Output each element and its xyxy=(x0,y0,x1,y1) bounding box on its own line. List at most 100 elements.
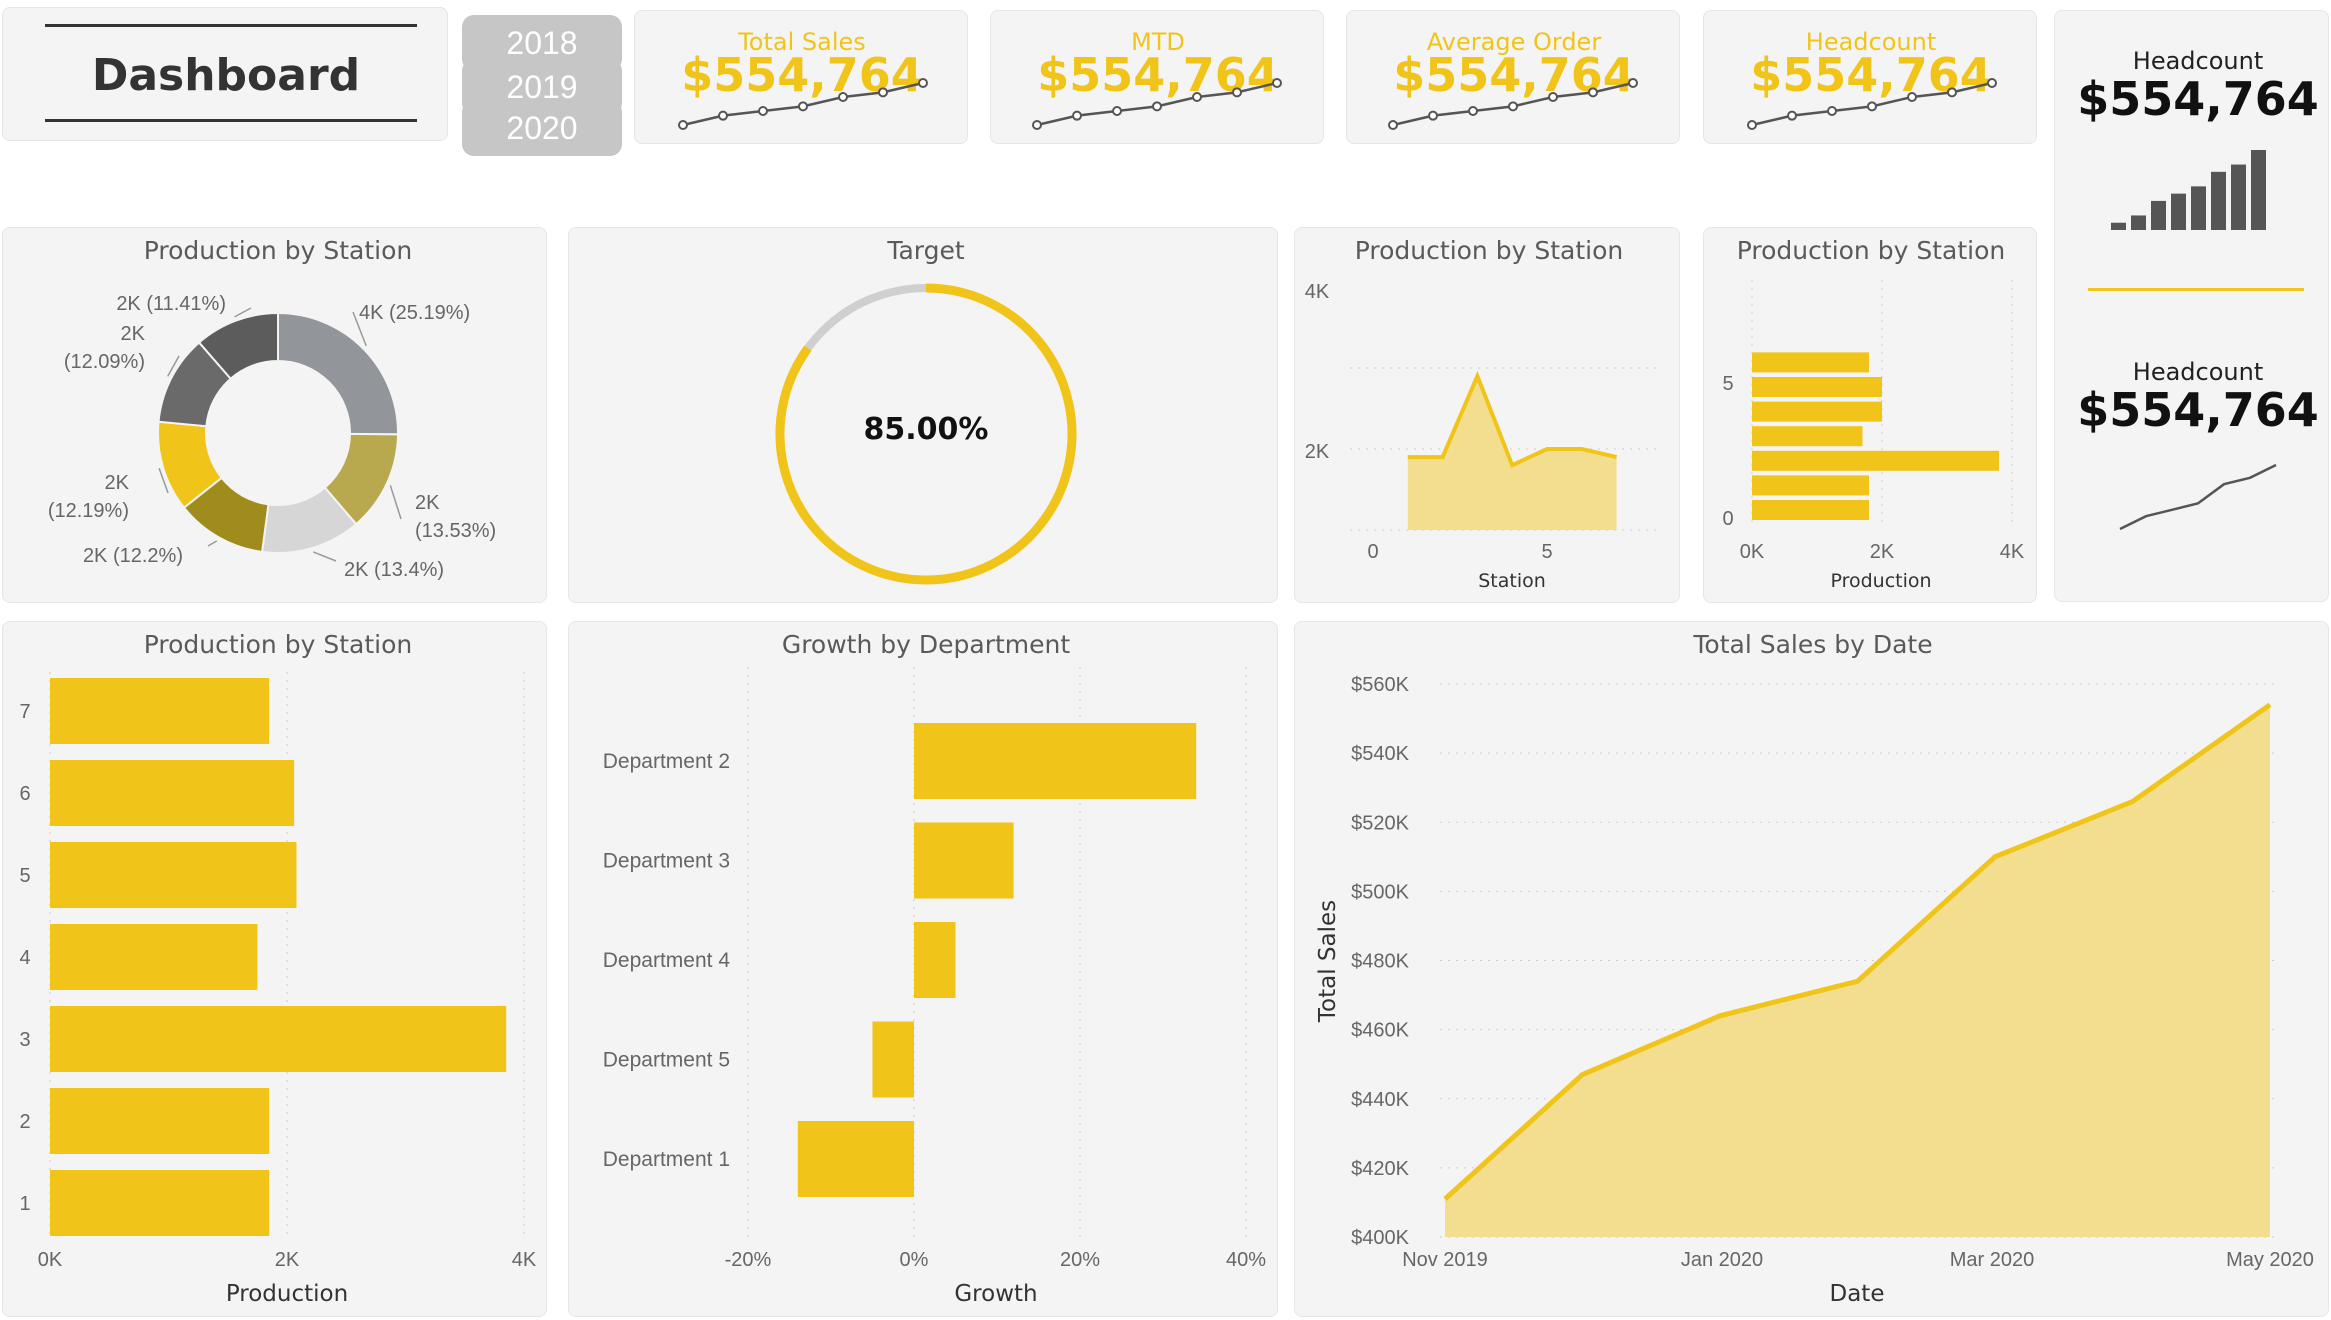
x-axis-label: Growth xyxy=(954,1281,1037,1307)
bar xyxy=(1752,500,1869,520)
x-tick: Nov 2019 xyxy=(1402,1249,1488,1271)
chart-title: Growth by Department xyxy=(782,630,1071,659)
bar-chart-large: 1 2 3 4 5 6 7 xyxy=(19,672,525,1239)
y-tick: 3 xyxy=(19,1029,30,1051)
mini-column xyxy=(2131,215,2146,230)
area-chart-small-card: Production by Station 4K 2K 0 5 Station xyxy=(1294,227,1680,603)
x-tick: 0K xyxy=(1740,541,1765,563)
bar xyxy=(1752,475,1869,496)
x-axis-label: Production xyxy=(226,1281,348,1307)
side-kpi-divider xyxy=(2088,288,2304,291)
side-kpi-value: $554,764 xyxy=(2077,72,2319,126)
sparkline-point xyxy=(758,106,768,116)
donut-slice-label: 2K (13.4%) xyxy=(344,559,444,581)
mini-column xyxy=(2231,164,2246,230)
donut-slice-label: 2K (12.09%) xyxy=(64,323,146,373)
bar-chart-small-card: Production by Station 5 0 0K 2K 4K Produ… xyxy=(1703,227,2037,603)
area-chart-small xyxy=(1350,367,1660,531)
sparkline-point xyxy=(798,101,808,112)
y-tick: $540K xyxy=(1351,743,1409,765)
bar xyxy=(1752,450,1999,471)
bar xyxy=(1752,352,1869,373)
bar xyxy=(914,822,1014,899)
y-tick: Department 3 xyxy=(603,850,730,873)
bar xyxy=(1752,377,1882,397)
donut-slice xyxy=(197,311,279,381)
donut-leader-line xyxy=(234,307,252,318)
y-tick: 5 xyxy=(1722,373,1733,395)
sparkline-point xyxy=(1947,87,1957,98)
chart-title: Total Sales by Date xyxy=(1692,630,1932,659)
sparkline-point xyxy=(1072,110,1082,121)
sparkline-point xyxy=(1548,92,1558,102)
kpi-title: Total Sales xyxy=(737,28,866,56)
title-rule-bottom xyxy=(45,119,417,122)
x-tick: -20% xyxy=(725,1249,772,1271)
sales-area-chart: $400K $420K $440K $460K $480K $500K $520K $540K… xyxy=(1351,674,2314,1271)
y-tick: $400K xyxy=(1351,1227,1409,1249)
growth-chart: Department 2 Department 3 Department 4 Depa… xyxy=(603,667,1247,1239)
side-kpi-title: Headcount xyxy=(2133,47,2263,75)
y-tick: 2 xyxy=(19,1111,30,1133)
y-tick: 7 xyxy=(19,701,30,723)
sparkline-point xyxy=(838,92,848,102)
sparkline-point xyxy=(1152,101,1162,112)
area-fill xyxy=(1445,704,2270,1237)
chart-title: Production by Station xyxy=(1737,236,2005,265)
mini-column xyxy=(2211,171,2226,230)
year-button-2020[interactable]: 2020 xyxy=(462,100,622,156)
donut-leader-line xyxy=(167,355,180,377)
x-tick: 2K xyxy=(1870,541,1895,563)
x-tick: Mar 2020 xyxy=(1950,1249,2035,1271)
sparkline-point xyxy=(1747,120,1757,130)
x-axis-label: Station xyxy=(1478,570,1546,592)
kpi-title: Headcount xyxy=(1806,28,1936,56)
y-tick: $480K xyxy=(1351,951,1409,973)
sparkline-point xyxy=(1428,110,1438,121)
kpi-value: $554,764 xyxy=(1037,48,1279,102)
kpi-sparkline xyxy=(1747,78,1997,130)
kpi-card-mtd: MTD $554,764 xyxy=(990,10,1324,144)
y-tick: 2K xyxy=(1305,441,1330,463)
donut-slice-label: 2K (13.53%) xyxy=(415,492,496,542)
sparkline-point xyxy=(878,87,888,98)
sparkline-point xyxy=(1032,120,1042,130)
donut-slice xyxy=(277,311,399,436)
sales-chart-card: Total Sales by Date $400K $420K $440K $460K… xyxy=(1294,621,2329,1317)
mini-column xyxy=(2111,222,2126,230)
bar xyxy=(50,760,295,826)
bar xyxy=(797,1121,914,1197)
sparkline-point xyxy=(1192,92,1202,102)
bar xyxy=(50,924,258,990)
gauge-value-arc xyxy=(775,283,1077,585)
x-tick: 5 xyxy=(1541,541,1552,563)
bar xyxy=(50,1006,507,1072)
y-tick: 4 xyxy=(19,947,30,969)
sparkline-point xyxy=(1827,106,1837,116)
donut-leader-line xyxy=(352,311,367,347)
x-tick: 40% xyxy=(1226,1249,1266,1271)
sparkline-point xyxy=(1272,78,1282,88)
side-kpi-value: $554,764 xyxy=(2077,383,2319,437)
bar xyxy=(50,842,297,908)
sparkline-path xyxy=(2119,463,2277,531)
y-tick: $420K xyxy=(1351,1158,1409,1180)
y-axis-label: Total Sales xyxy=(1315,900,1341,1023)
donut-slice-label: 4K (25.19%) xyxy=(359,302,470,324)
side-kpi-card: Headcount $554,764 Headcount $554,764 xyxy=(2054,10,2329,602)
y-tick: $560K xyxy=(1351,674,1409,696)
sparkline-point xyxy=(1628,78,1638,88)
sparkline-point xyxy=(1867,101,1877,112)
mini-column xyxy=(2251,150,2266,230)
x-tick: 0K xyxy=(38,1249,63,1271)
sparkline-point xyxy=(678,120,688,130)
bar-chart-small xyxy=(1751,280,2013,524)
area-fill xyxy=(1407,376,1617,530)
sparkline-point xyxy=(1588,87,1598,98)
sparkline-point xyxy=(1508,101,1518,112)
x-axis-label: Date xyxy=(1830,1281,1885,1307)
mini-column xyxy=(2171,193,2186,230)
kpi-sparkline xyxy=(1032,78,1282,130)
x-tick: 4K xyxy=(2000,541,2025,563)
y-tick: Department 1 xyxy=(603,1148,730,1171)
